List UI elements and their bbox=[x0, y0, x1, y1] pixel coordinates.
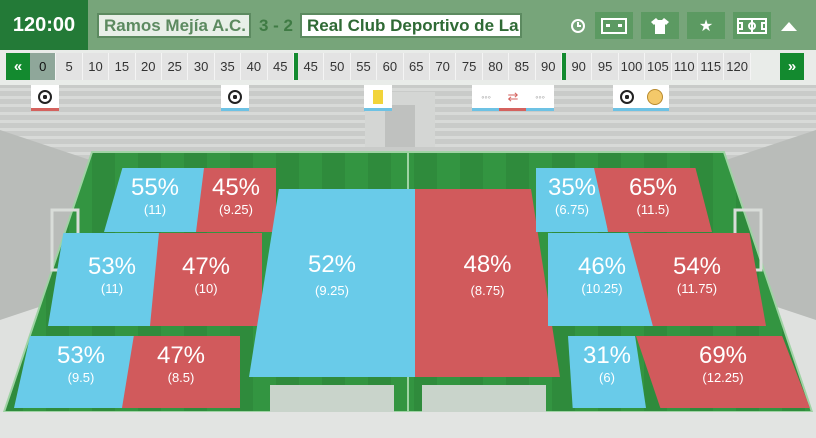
pitch-icon[interactable] bbox=[733, 12, 771, 39]
zone-home-def-top[interactable]: 55% (11) bbox=[104, 168, 206, 232]
shirt-icon[interactable] bbox=[641, 12, 679, 39]
zone-away-def-bot[interactable]: 47% (8.5) bbox=[122, 336, 240, 408]
zone-away-att-bot[interactable]: 69% (12.25) bbox=[636, 336, 810, 408]
timeline-tick[interactable]: 25 bbox=[162, 53, 189, 80]
timeline-next-button[interactable]: » bbox=[780, 53, 804, 80]
dots-icon: ◦◦◦ bbox=[535, 91, 545, 102]
zone-home-center[interactable]: 52% (9.25) bbox=[249, 189, 415, 377]
substitution-event-marker[interactable]: ◦◦◦ bbox=[526, 85, 554, 111]
match-timeline: « 0 5 10 15 20 25 30 35 40 45 45 50 55 60 65 70 75 80 85 90… bbox=[6, 53, 804, 80]
emotion-event-marker[interactable] bbox=[641, 85, 669, 111]
timeline-tick[interactable]: 110 bbox=[671, 53, 698, 80]
timeline-tick[interactable]: 0 bbox=[30, 53, 57, 80]
zone-home-att-bot[interactable]: 31% (6) bbox=[568, 336, 646, 408]
yellow-card-icon bbox=[373, 89, 383, 104]
timeline-tick[interactable]: 55 bbox=[350, 53, 378, 80]
timeline-tick[interactable]: 115 bbox=[698, 53, 725, 80]
zone-away-att-mid[interactable]: 54% (11.75) bbox=[628, 233, 766, 326]
zone-away-def-mid[interactable]: 47% (10) bbox=[150, 233, 262, 326]
ball-icon bbox=[228, 89, 242, 104]
timeline-tick[interactable]: 10 bbox=[82, 53, 110, 80]
timeline-tick[interactable]: 100 bbox=[618, 53, 646, 80]
timeline-tick[interactable]: 45 bbox=[298, 53, 325, 80]
away-team-name[interactable]: Real Club Deportivo de La bbox=[300, 13, 522, 38]
timeline-tick[interactable]: 90 bbox=[535, 53, 562, 80]
timeline-tick[interactable]: 15 bbox=[109, 53, 136, 80]
substitution-event-marker[interactable]: ◦◦◦ bbox=[472, 85, 500, 111]
ball-icon bbox=[620, 89, 634, 104]
timeline-tick[interactable]: 65 bbox=[403, 53, 430, 80]
timeline-tick[interactable]: 85 bbox=[509, 53, 536, 80]
goal-event-marker[interactable] bbox=[613, 85, 641, 111]
timeline-tick[interactable]: 75 bbox=[456, 53, 483, 80]
face-icon bbox=[647, 88, 663, 105]
timeline-tick[interactable]: 120 bbox=[724, 53, 751, 80]
timeline-tick[interactable]: 45 bbox=[267, 53, 294, 80]
yellow-card-event-marker[interactable] bbox=[364, 85, 392, 111]
timeline-tick[interactable]: 30 bbox=[188, 53, 215, 80]
timeline-tick[interactable]: 20 bbox=[135, 53, 162, 80]
home-team-name[interactable]: Ramos Mejía A.C. bbox=[97, 13, 251, 38]
timeline-tick[interactable]: 60 bbox=[377, 53, 404, 80]
substitution-event-marker[interactable]: ⇄ bbox=[499, 85, 527, 111]
timeline-tick[interactable]: 95 bbox=[592, 53, 619, 80]
timeline-prev-button[interactable]: « bbox=[6, 53, 30, 80]
timeline-tick[interactable]: 35 bbox=[214, 53, 242, 80]
goal-event-marker[interactable] bbox=[31, 85, 59, 111]
goal-event-marker[interactable] bbox=[221, 85, 249, 111]
zone-home-att-top[interactable]: 35% (6.75) bbox=[536, 168, 608, 232]
timeline-tick[interactable]: 105 bbox=[645, 53, 672, 80]
swap-icon: ⇄ bbox=[507, 88, 519, 104]
star-icon[interactable]: ★ bbox=[687, 12, 725, 39]
scoreboard-icon[interactable] bbox=[595, 12, 633, 39]
ball-icon bbox=[38, 89, 52, 104]
timeline-half-separator bbox=[562, 53, 566, 80]
zone-away-center[interactable]: 48% (8.75) bbox=[415, 189, 560, 377]
timeline-tick[interactable]: 50 bbox=[324, 53, 351, 80]
collapse-up-icon[interactable] bbox=[778, 12, 800, 39]
timeline-tick[interactable]: 5 bbox=[56, 53, 83, 80]
match-header: 120:00 Ramos Mejía A.C. 3 - 2 Real Club … bbox=[0, 0, 816, 50]
match-clock: 120:00 bbox=[0, 0, 88, 50]
timeline-tick[interactable]: 40 bbox=[241, 53, 268, 80]
match-score: 3 - 2 bbox=[258, 15, 294, 35]
timeline-tick[interactable]: 70 bbox=[430, 53, 457, 80]
dots-icon: ◦◦◦ bbox=[481, 91, 491, 102]
zone-away-att-top[interactable]: 65% (11.5) bbox=[594, 168, 712, 232]
clock-icon[interactable] bbox=[567, 12, 589, 39]
timeline-tick[interactable]: 80 bbox=[482, 53, 510, 80]
timeline-tick[interactable]: 90 bbox=[566, 53, 593, 80]
zone-away-def-top[interactable]: 45% (9.25) bbox=[196, 168, 276, 232]
timeline-half-separator bbox=[294, 53, 298, 80]
